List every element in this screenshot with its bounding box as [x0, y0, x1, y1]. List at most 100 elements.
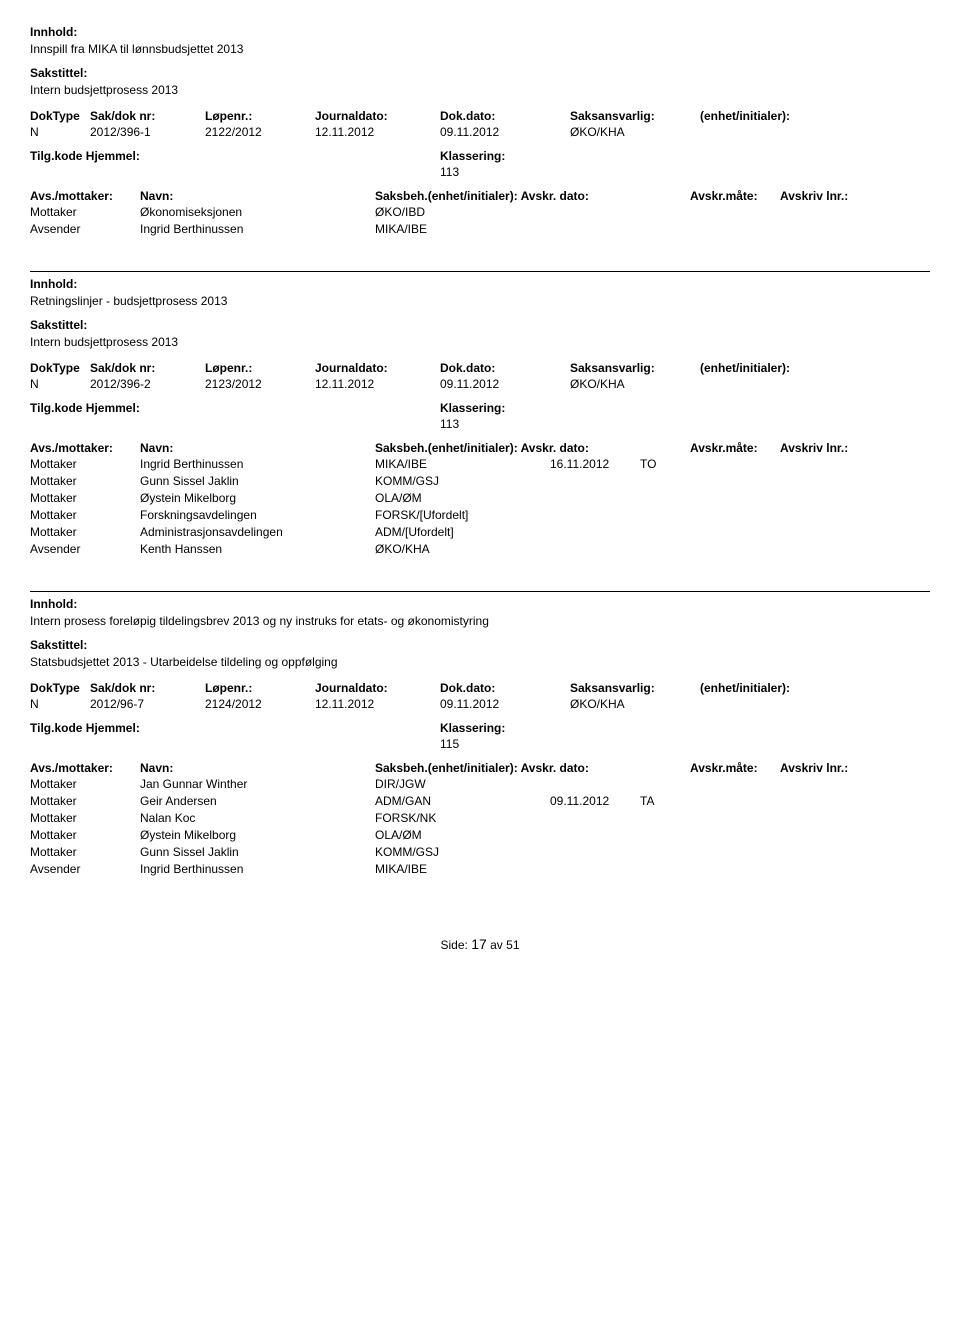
party-mate [640, 777, 700, 791]
dokdato-label: Dok.dato: [440, 681, 570, 695]
party-role: Mottaker [30, 474, 140, 488]
navn-label: Navn: [140, 761, 375, 775]
klassering-label: Klassering: [440, 721, 505, 735]
party-row: Mottaker Ingrid Berthinussen MIKA/IBE 16… [30, 457, 930, 471]
party-name: Økonomiseksjonen [140, 205, 375, 219]
avskrivlnr-label: Avskriv lnr.: [780, 441, 930, 455]
klassering-value: 113 [440, 417, 505, 431]
avskrmate-label: Avskr.måte: [690, 761, 780, 775]
saksansvarlig-label: Saksansvarlig: [570, 361, 700, 375]
party-row: Mottaker Jan Gunnar Winther DIR/JGW [30, 777, 930, 791]
avsmottaker-label: Avs./mottaker: [30, 441, 140, 455]
avs-header-row: Avs./mottaker: Navn: Saksbeh.(enhet/init… [30, 761, 930, 775]
party-role: Mottaker [30, 794, 140, 808]
data-row: N 2012/96-7 2124/2012 12.11.2012 09.11.2… [30, 697, 930, 711]
party-mate [640, 508, 700, 522]
doktype-value: N [30, 377, 90, 391]
party-date: 16.11.2012 [550, 457, 640, 471]
hjemmel-label: Hjemmel: [86, 721, 140, 735]
avskrivlnr-label: Avskriv lnr.: [780, 189, 930, 203]
party-unit: KOMM/GSJ [375, 474, 550, 488]
saksansvarlig-label: Saksansvarlig: [570, 681, 700, 695]
party-date [550, 491, 640, 505]
side-label: Side: [440, 938, 467, 952]
party-date: 09.11.2012 [550, 794, 640, 808]
navn-label: Navn: [140, 441, 375, 455]
saksbeh-label: Saksbeh.(enhet/initialer): Avskr. dato: [375, 441, 690, 455]
header-row: DokType Sak/dok nr: Løpenr.: Journaldato… [30, 361, 930, 375]
party-mate [640, 862, 700, 876]
party-unit: MIKA/IBE [375, 222, 550, 236]
sakstittel-text: Statsbudsjettet 2013 - Utarbeidelse tild… [30, 655, 930, 669]
dokdato-label: Dok.dato: [440, 109, 570, 123]
party-name: Gunn Sissel Jaklin [140, 474, 375, 488]
enhet-label: (enhet/initialer): [700, 681, 850, 695]
lopenr-value: 2122/2012 [205, 125, 315, 139]
party-role: Mottaker [30, 525, 140, 539]
party-name: Geir Andersen [140, 794, 375, 808]
header-row: DokType Sak/dok nr: Løpenr.: Journaldato… [30, 109, 930, 123]
party-name: Ingrid Berthinussen [140, 222, 375, 236]
saknr-value: 2012/396-2 [90, 377, 205, 391]
party-mate [640, 474, 700, 488]
party-unit: ADM/GAN [375, 794, 550, 808]
journaldato-value: 12.11.2012 [315, 125, 440, 139]
party-mate: TO [640, 457, 700, 471]
lopenr-label: Løpenr.: [205, 361, 315, 375]
innhold-label: Innhold: [30, 25, 930, 39]
sakstittel-label: Sakstittel: [30, 66, 930, 80]
doktype-label: DokType [30, 681, 90, 695]
party-row: Mottaker Gunn Sissel Jaklin KOMM/GSJ [30, 474, 930, 488]
party-unit: MIKA/IBE [375, 862, 550, 876]
party-mate [640, 222, 700, 236]
enhet-label: (enhet/initialer): [700, 109, 850, 123]
avskrmate-label: Avskr.måte: [690, 189, 780, 203]
party-role: Mottaker [30, 828, 140, 842]
party-name: Administrasjonsavdelingen [140, 525, 375, 539]
avsmottaker-label: Avs./mottaker: [30, 189, 140, 203]
party-unit: ØKO/KHA [375, 542, 550, 556]
party-row: Avsender Ingrid Berthinussen MIKA/IBE [30, 222, 930, 236]
saksbeh-label: Saksbeh.(enhet/initialer): Avskr. dato: [375, 761, 690, 775]
party-unit: OLA/ØM [375, 828, 550, 842]
journaldato-label: Journaldato: [315, 109, 440, 123]
party-unit: FORSK/[Ufordelt] [375, 508, 550, 522]
party-role: Avsender [30, 542, 140, 556]
tilgkode-label: Tilg.kode [30, 721, 82, 735]
journal-record: Innhold: Intern prosess foreløpig tildel… [30, 591, 930, 876]
sakstittel-label: Sakstittel: [30, 638, 930, 652]
party-name: Kenth Hanssen [140, 542, 375, 556]
doktype-value: N [30, 125, 90, 139]
avsmottaker-label: Avs./mottaker: [30, 761, 140, 775]
party-role: Avsender [30, 222, 140, 236]
journal-record: Innhold: Retningslinjer - budsjettproses… [30, 271, 930, 556]
innhold-text: Intern prosess foreløpig tildelingsbrev … [30, 614, 930, 628]
sakstittel-text: Intern budsjettprosess 2013 [30, 83, 930, 97]
tilgkode-label: Tilg.kode [30, 149, 82, 163]
party-name: Forskningsavdelingen [140, 508, 375, 522]
saksbeh-label: Saksbeh.(enhet/initialer): Avskr. dato: [375, 189, 690, 203]
party-row: Mottaker Øystein Mikelborg OLA/ØM [30, 828, 930, 842]
party-role: Mottaker [30, 508, 140, 522]
party-name: Nalan Koc [140, 811, 375, 825]
saknr-label: Sak/dok nr: [90, 361, 205, 375]
data-row: N 2012/396-2 2123/2012 12.11.2012 09.11.… [30, 377, 930, 391]
sakstittel-text: Intern budsjettprosess 2013 [30, 335, 930, 349]
tilg-row: Tilg.kode Hjemmel: Klassering: 113 [30, 149, 930, 179]
saknr-value: 2012/96-7 [90, 697, 205, 711]
party-date [550, 845, 640, 859]
enhet-value [700, 125, 850, 139]
party-unit: DIR/JGW [375, 777, 550, 791]
party-unit: OLA/ØM [375, 491, 550, 505]
party-mate [640, 491, 700, 505]
party-date [550, 862, 640, 876]
party-role: Mottaker [30, 457, 140, 471]
party-role: Mottaker [30, 205, 140, 219]
dokdato-label: Dok.dato: [440, 361, 570, 375]
party-unit: ØKO/IBD [375, 205, 550, 219]
navn-label: Navn: [140, 189, 375, 203]
journaldato-label: Journaldato: [315, 681, 440, 695]
party-date [550, 222, 640, 236]
tilgkode-label: Tilg.kode [30, 401, 82, 415]
party-role: Mottaker [30, 491, 140, 505]
